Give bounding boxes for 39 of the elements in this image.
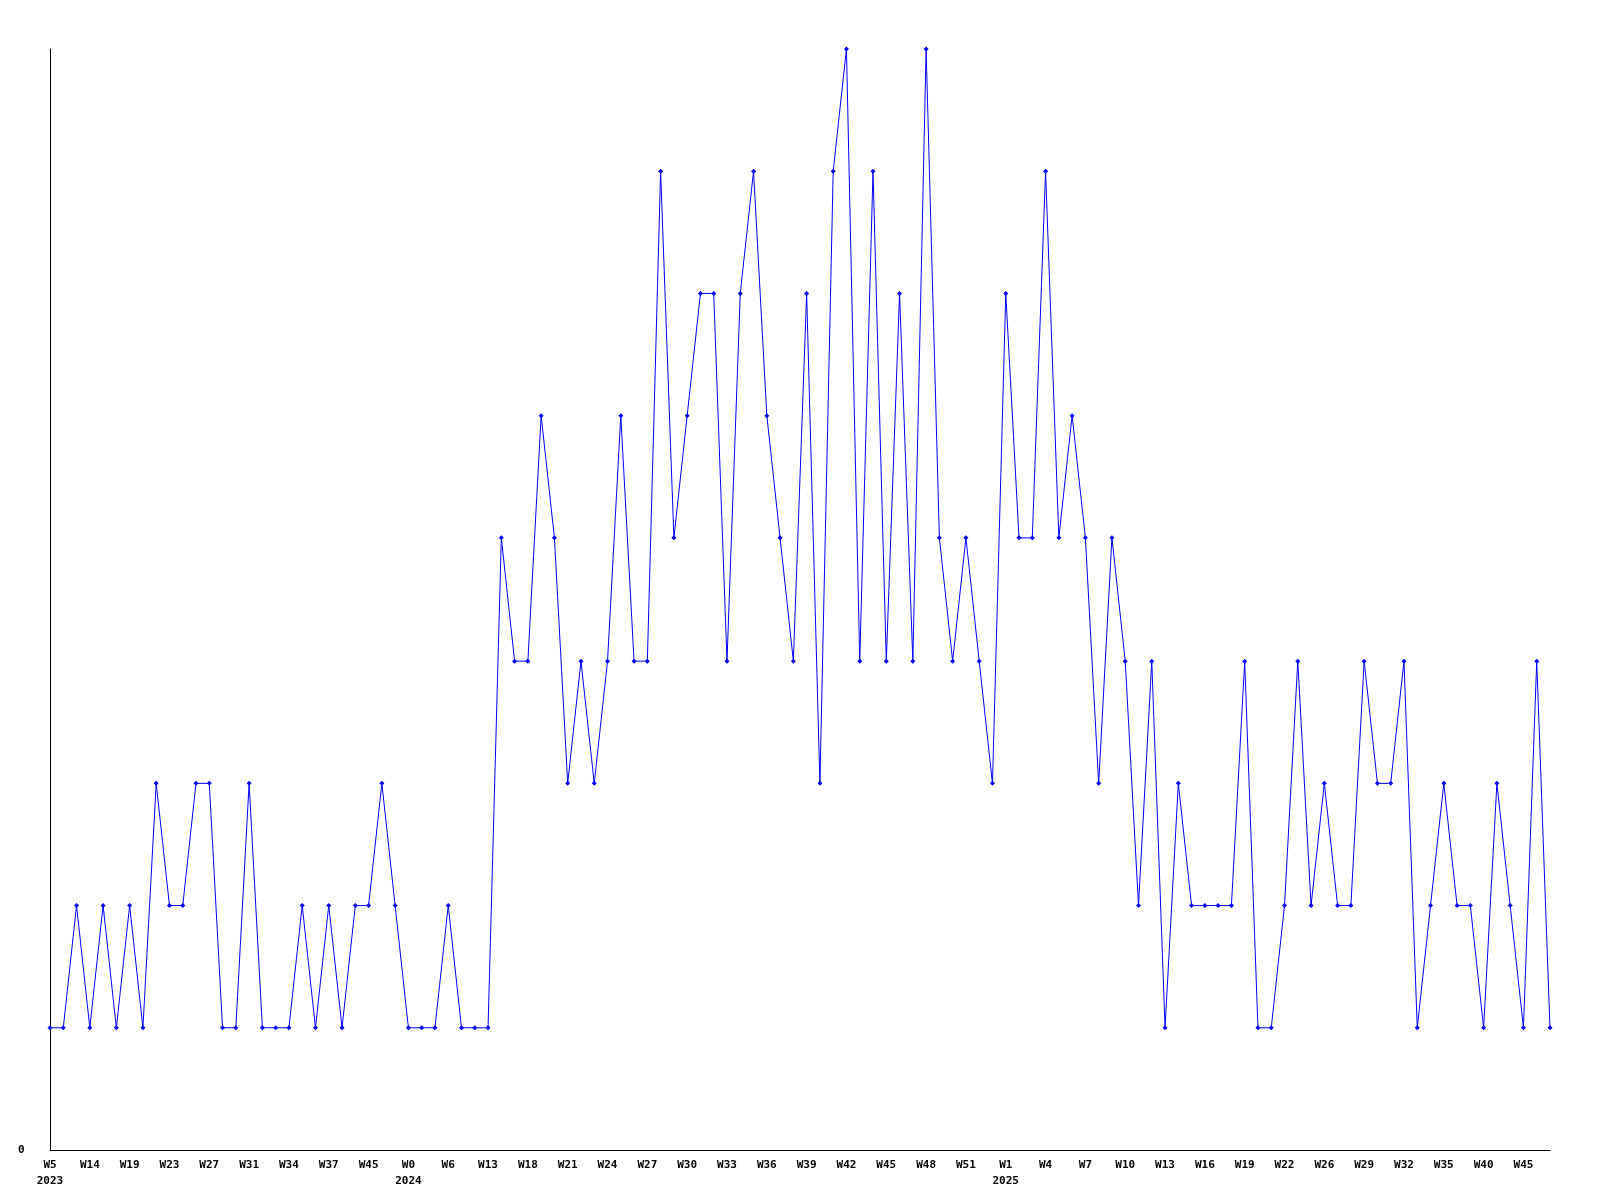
x-tick-label: W45 [876, 1157, 897, 1171]
x-tick-label: W24 [597, 1157, 618, 1171]
x-tick-label: W39 [796, 1157, 817, 1171]
x-tick-label: W22 [1274, 1157, 1295, 1171]
x-tick-label: W45 [358, 1157, 379, 1171]
x-tick-label: W18 [517, 1157, 538, 1171]
x-tick-label: W45 [1513, 1157, 1534, 1171]
x-tick-label: W19 [119, 1157, 140, 1171]
x-tick-label: W27 [199, 1157, 220, 1171]
x-tick-label: W32 [1394, 1157, 1414, 1171]
x-tick-label: W29 [1354, 1157, 1375, 1171]
x-tick-label: W35 [1433, 1157, 1454, 1171]
x-tick-label: W40 [1473, 1157, 1494, 1171]
x-tick-label: W5 2023 [36, 1157, 64, 1187]
x-tick-label: W16 [1194, 1157, 1216, 1171]
x-tick-label: W23 [159, 1157, 180, 1171]
x-tick-label: W10 [1115, 1157, 1136, 1171]
x-tick-label: W36 [756, 1157, 778, 1171]
x-tick-label: W34 [279, 1157, 300, 1171]
x-tick-label: W37 [318, 1157, 339, 1171]
x-tick-label: W42 [836, 1157, 857, 1171]
x-tick-label: W21 [557, 1157, 579, 1171]
x-tick-label: W13 [478, 1157, 498, 1171]
x-tick-label: W30 [677, 1157, 698, 1171]
text: 0 [18, 1143, 25, 1156]
x-tick-label: W4 [1038, 1157, 1053, 1171]
x-tick-label: W48 [916, 1157, 937, 1171]
x-tick-label: W7 [1078, 1157, 1093, 1171]
x-tick-label: W13 [1155, 1157, 1175, 1171]
x-tick-label: W27 [637, 1157, 658, 1171]
x-tick-label: W19 [1234, 1157, 1255, 1171]
x-tick-label: W14 [79, 1157, 101, 1171]
x-tick-label: W6 [441, 1157, 456, 1171]
x-tick-label: W26 [1314, 1157, 1335, 1171]
x-tick-label: W51 [955, 1157, 977, 1171]
x-tick-label: W33 [717, 1157, 737, 1171]
x-tick-label: W0 2024 [395, 1157, 423, 1187]
x-tick-label: W1 2025 [992, 1157, 1019, 1187]
x-tick-label: W31 [239, 1157, 260, 1171]
